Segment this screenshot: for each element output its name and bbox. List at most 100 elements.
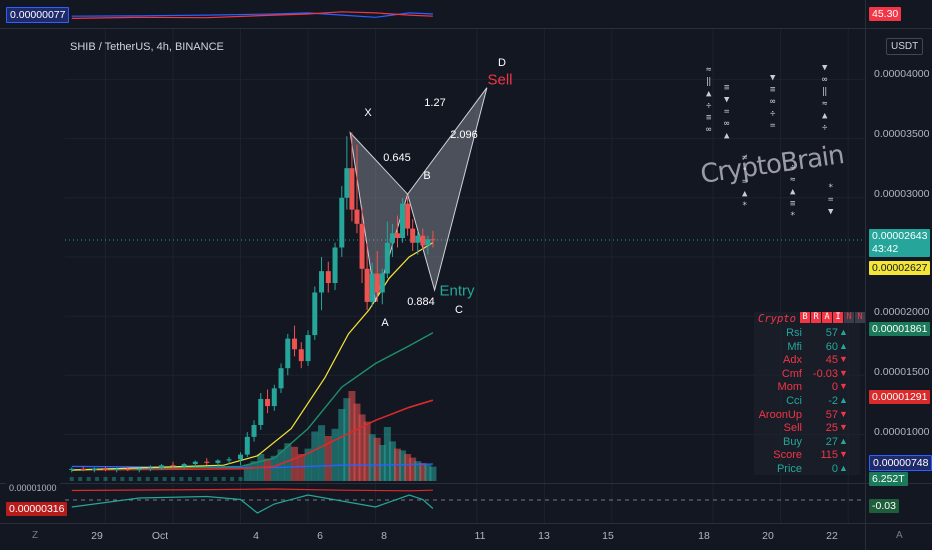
panel-brand-boxes: B R A I N N [800, 312, 865, 323]
volume-bar [338, 409, 346, 481]
last-price-value: 0.00002643 [872, 230, 928, 242]
volume-bar [264, 458, 272, 481]
panel-title: Crypto [758, 313, 796, 325]
panel-row-arrow: ▼ [839, 408, 848, 419]
volume-bar [221, 477, 226, 481]
volume-bar [162, 477, 167, 481]
glyph-column: ▼ [770, 73, 776, 83]
volume-bar [284, 443, 292, 481]
volume-bars [69, 391, 437, 481]
ma-blue-line [71, 463, 433, 469]
panel-row-value: -2 [828, 395, 838, 407]
volume-bar [399, 450, 407, 481]
candle-body [258, 398, 264, 426]
glyph-column: * [742, 201, 747, 211]
indicator-bottom-red-line [71, 488, 433, 492]
candle-body [415, 235, 421, 243]
volume-bar [213, 477, 218, 481]
panel-row-value: 115 [820, 449, 838, 462]
panel-row-arrow: ▼ [839, 367, 848, 378]
candle-body [359, 223, 365, 269]
glyph-column: ▲ [706, 89, 712, 99]
glyph-column: ∞ [706, 125, 712, 135]
grid [65, 28, 865, 523]
glyph-column: ▲ [822, 111, 828, 121]
volume-bar [291, 446, 299, 481]
panel-row-label: Adx [783, 354, 802, 367]
volume-bar [120, 477, 125, 481]
candle-body [91, 468, 97, 470]
blue-ma-label: 0.00000748 [869, 455, 932, 471]
volume-bar [270, 455, 278, 481]
candle-body [349, 168, 355, 210]
candle-body [389, 233, 395, 243]
panel-row-value: 45 [825, 354, 838, 367]
sell-label: Sell [487, 71, 513, 89]
price-axis-divider [865, 0, 866, 550]
candle-body [400, 203, 406, 239]
candle-body [364, 268, 370, 302]
candle-body [251, 425, 257, 437]
volume-bar [348, 391, 356, 481]
glyph-column: ≡ [706, 113, 712, 123]
candle-body [410, 228, 416, 243]
panel-row-value: 57 [825, 408, 838, 421]
candle-body [420, 235, 426, 246]
volume-bar [86, 477, 91, 481]
candle-body [394, 233, 400, 239]
x-tick: 13 [538, 530, 550, 542]
volume-bar [196, 477, 201, 481]
panel-row-arrow: ▼ [839, 354, 848, 365]
glyph-column: = [742, 177, 748, 187]
volume-bar [409, 457, 417, 481]
countdown-value: 43:42 [872, 243, 899, 255]
candle-body [285, 338, 291, 369]
panel-row-value: 0 [831, 463, 838, 475]
glyph-column: ▼ [828, 207, 834, 217]
glyph-column: ≈ [822, 99, 828, 109]
candle-body [69, 468, 75, 470]
glyph-column: ÷ [822, 123, 828, 133]
volume-bar [204, 477, 209, 481]
currency-button[interactable]: USDT [886, 38, 924, 55]
panel-row-arrow: ▲ [839, 395, 848, 405]
volume-bar [419, 463, 427, 481]
candle-body [114, 468, 120, 470]
volume-bar [388, 441, 396, 481]
volume-bar [414, 461, 422, 481]
pane-divider-bottom[interactable] [0, 483, 932, 484]
top-pane-right-label: 45.30 [869, 7, 902, 21]
x-tick: Oct [151, 530, 169, 542]
timezone-button[interactable]: Z [32, 530, 39, 541]
watermark-glyphs: ≈ ‖ ▲ ÷ ≡ ∞ ≡ ▼ = ∞ ▲ ≠ • = ▲ * ▼ ≡ ∞ ÷ = ÷ ≈ ▲ ≡ * ▼ ∞ ‖ ≈ ▲ ÷ * =… [706, 63, 834, 221]
glyph-column: ≠ [742, 153, 748, 163]
glyph-column: ▲ [724, 131, 730, 141]
candle-body [125, 468, 131, 470]
panel-row-label: Mom [777, 381, 802, 394]
pane-divider-top[interactable] [0, 28, 932, 29]
ma-red-line [71, 399, 434, 471]
point-d-label: D [498, 57, 506, 69]
volume-bar [297, 454, 305, 481]
x-tick: 4 [253, 530, 259, 542]
glyph-column: * [790, 211, 795, 221]
y-tick: 0.00004000 [874, 68, 930, 80]
glyph-column: ≡ [724, 83, 730, 93]
auto-scale-button[interactable]: A [896, 530, 903, 541]
candle-body [265, 398, 271, 407]
candle-body [369, 273, 375, 302]
panel-row: Mfi 60 ▲ [756, 341, 858, 353]
candle-body [379, 273, 385, 293]
pattern-triangle-xab [349, 131, 409, 303]
candle-body [226, 459, 232, 461]
candle-body [215, 460, 221, 463]
glyph-column: ∞ [770, 97, 776, 107]
candle-body [238, 454, 244, 460]
candle-body [170, 465, 176, 467]
panel-row: Cmf -0.03 ▼ [756, 368, 858, 380]
glyph-column: ∞ [724, 119, 730, 129]
candle-body [319, 271, 325, 293]
glyph-column: ÷ [790, 163, 796, 173]
candles [69, 132, 436, 473]
